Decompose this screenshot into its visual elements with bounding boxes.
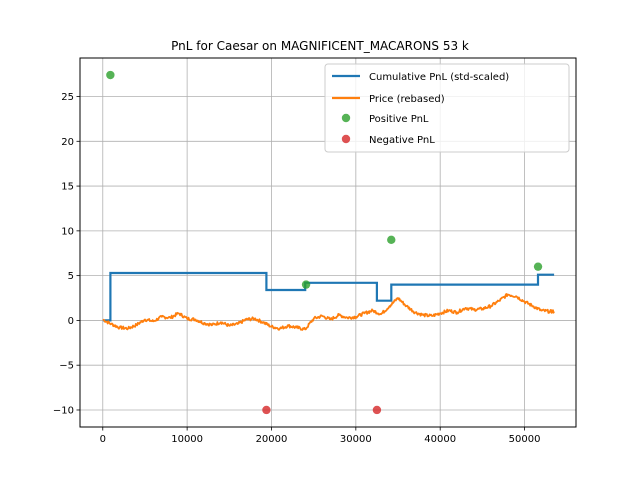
y-tick-label: 0 — [68, 316, 74, 327]
negative-pnl-point — [262, 405, 271, 415]
y-tick-label: 15 — [61, 182, 74, 193]
cumulative-pnl-line — [102, 271, 555, 322]
y-tick-label: 20 — [61, 137, 74, 148]
positive-pnl-point — [301, 280, 311, 289]
x-tick-label: 30000 — [340, 434, 372, 445]
legend: Cumulative PnL (std-scaled) Price (rebas… — [324, 63, 570, 153]
y-tick-label: −5 — [59, 361, 74, 372]
plot-frame — [79, 57, 577, 428]
positive-pnl-point — [106, 70, 115, 80]
legend-label-cumulative: Cumulative PnL (std-scaled) — [369, 72, 509, 83]
y-tick-label: 25 — [61, 92, 74, 103]
x-tick-label: 20000 — [256, 434, 288, 445]
legend-label-price: Price (rebased) — [369, 94, 445, 105]
plot-series — [102, 70, 555, 415]
y-tick-label: 5 — [68, 271, 74, 282]
negative-pnl-point — [372, 405, 382, 415]
legend-box — [324, 63, 570, 153]
x-tick-label: 10000 — [171, 434, 203, 445]
axis-ticks: 0 10000 20000 30000 40000 50000 −10 −5 0 5 10 15 20 2… — [53, 92, 541, 445]
legend-swatch-negative — [341, 134, 351, 144]
y-tick-label: 10 — [61, 226, 74, 237]
legend-swatch-positive — [341, 113, 351, 123]
positive-pnl-point — [387, 235, 396, 245]
chart-title: PnL for Caesar on MAGNIFICENT_MACARONS 5… — [171, 39, 469, 53]
x-tick-label: 40000 — [424, 434, 456, 445]
legend-label-positive: Positive PnL — [369, 114, 429, 125]
x-tick-label: 50000 — [509, 434, 541, 445]
legend-label-negative: Negative PnL — [369, 135, 435, 146]
x-tick-label: 0 — [100, 434, 106, 445]
price-rebased-line — [102, 293, 555, 331]
positive-pnl-point — [533, 262, 543, 271]
y-tick-label: −10 — [53, 405, 74, 416]
